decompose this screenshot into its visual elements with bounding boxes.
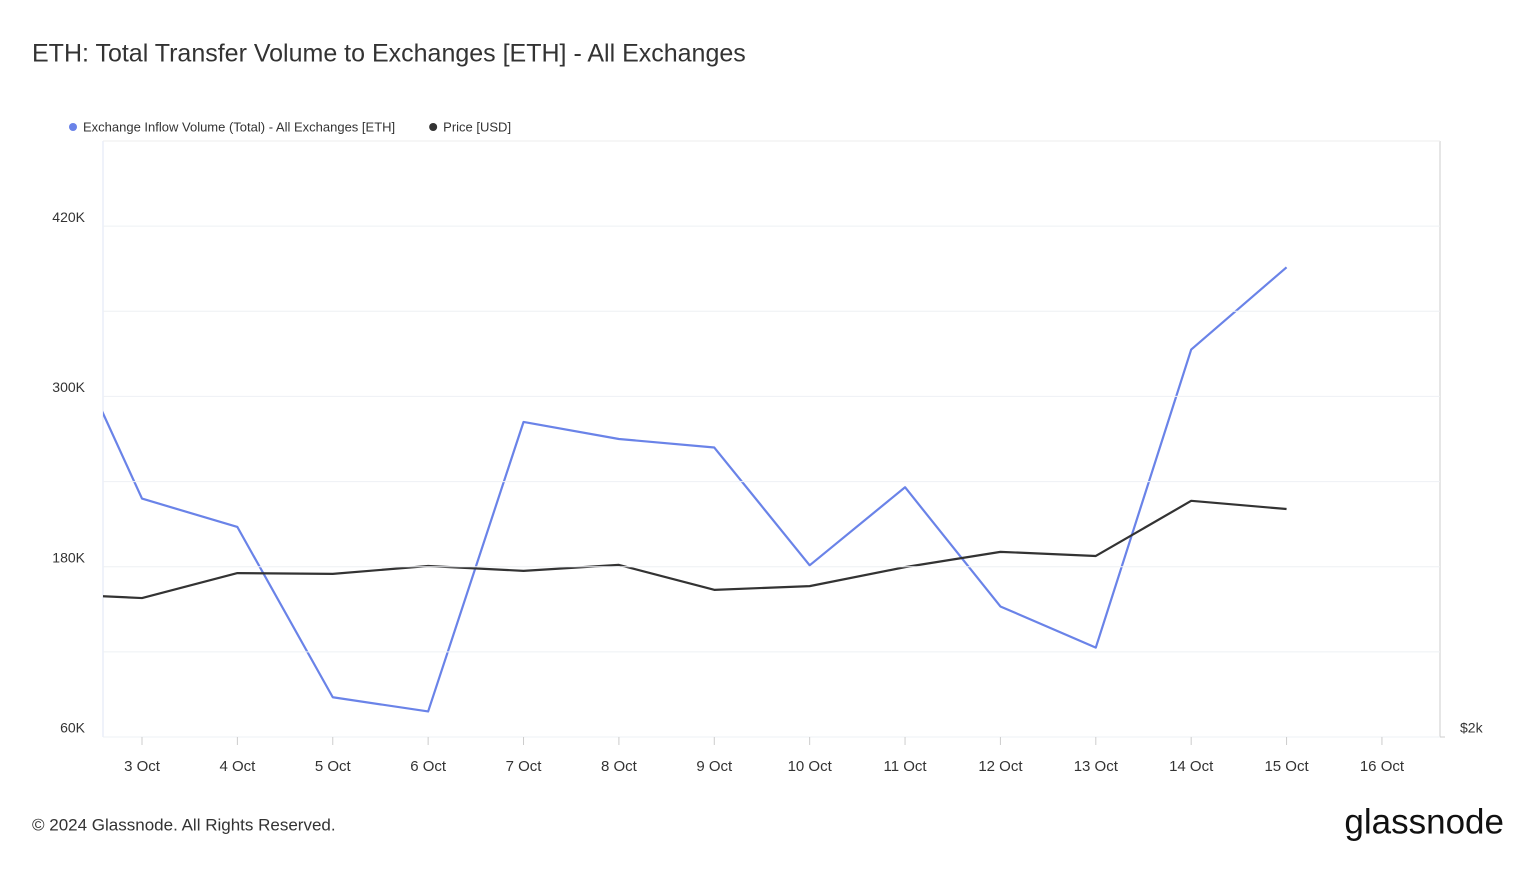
x-tick-label: 4 Oct bbox=[219, 758, 256, 775]
x-tick-label: 6 Oct bbox=[410, 758, 447, 775]
y-tick-label: 300K bbox=[52, 379, 85, 395]
x-tick-label: 5 Oct bbox=[315, 758, 352, 775]
x-tick-label: 7 Oct bbox=[506, 758, 543, 775]
x-tick-label: 12 Oct bbox=[978, 758, 1023, 775]
y-tick-label: 60K bbox=[60, 720, 86, 736]
legend-marker bbox=[429, 123, 438, 131]
legend-label: Exchange Inflow Volume (Total) - All Exc… bbox=[83, 119, 395, 134]
x-tick-label: 9 Oct bbox=[696, 758, 733, 775]
logo: glassnode bbox=[1344, 802, 1504, 841]
copyright: © 2024 Glassnode. All Rights Reserved. bbox=[32, 815, 336, 834]
x-tick-label: 15 Oct bbox=[1264, 758, 1309, 775]
series-line bbox=[103, 266, 1288, 713]
y-tick-label: 180K bbox=[52, 549, 85, 565]
legend-label: Price [USD] bbox=[443, 119, 511, 134]
x-tick-label: 11 Oct bbox=[884, 758, 928, 775]
x-tick-label: 14 Oct bbox=[1169, 758, 1214, 775]
x-tick-label: 16 Oct bbox=[1360, 758, 1405, 775]
series-line bbox=[103, 499, 1287, 600]
x-tick-label: 10 Oct bbox=[788, 758, 833, 775]
legend-marker bbox=[69, 123, 77, 131]
x-tick-label: 13 Oct bbox=[1074, 758, 1119, 775]
x-tick-label: 3 Oct bbox=[124, 758, 161, 775]
y-tick-label: 420K bbox=[52, 209, 85, 225]
y2-tick-label: $2k bbox=[1460, 720, 1484, 736]
chart-title: ETH: Total Transfer Volume to Exchanges … bbox=[32, 40, 746, 68]
x-tick-label: 8 Oct bbox=[601, 758, 638, 775]
